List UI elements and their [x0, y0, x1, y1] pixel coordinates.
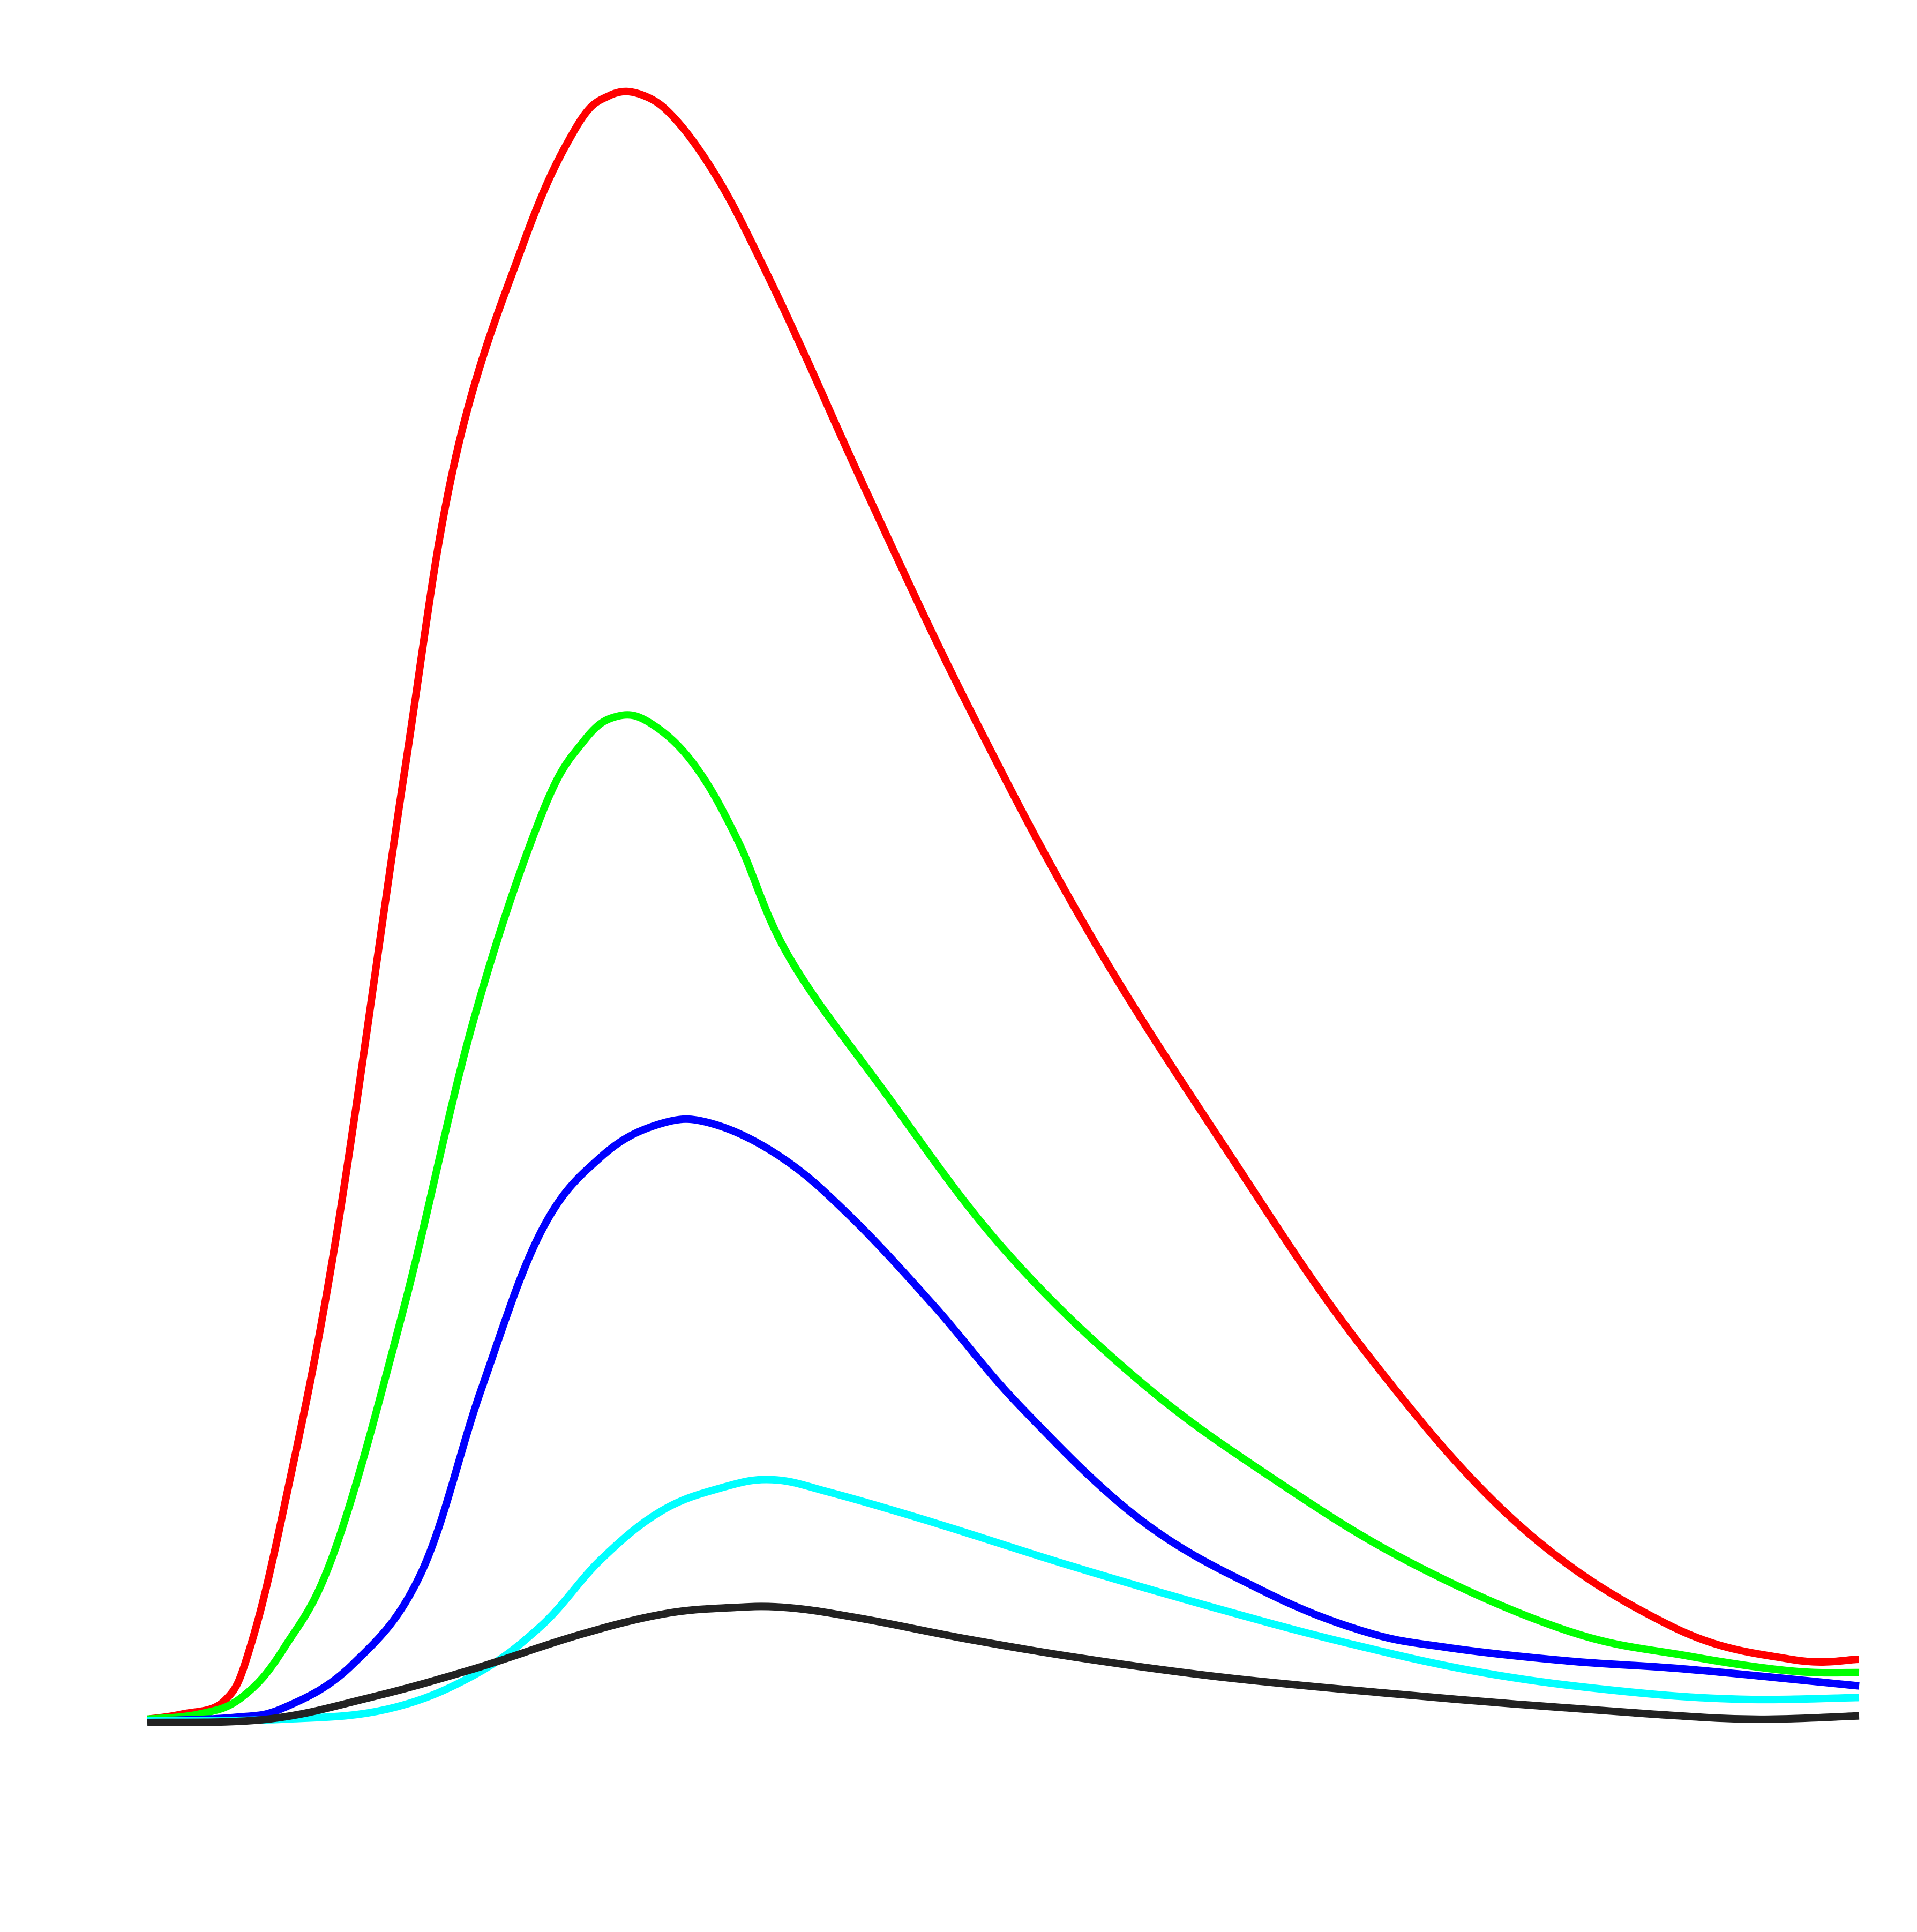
series-line-1: [146, 87, 1860, 1723]
series-line-4: [147, 1476, 1860, 1725]
series-line-3: [147, 1115, 1860, 1725]
series-line-2: [147, 711, 1860, 1723]
series-line-5: [147, 1602, 1860, 1726]
series-layer: [146, 87, 1860, 1726]
